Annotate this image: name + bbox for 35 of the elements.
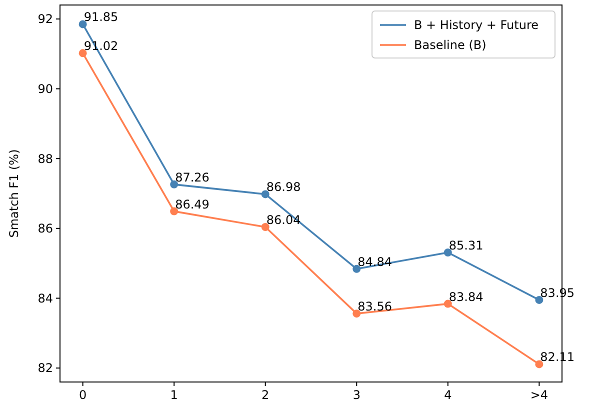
data-label: 83.56 <box>358 300 392 314</box>
y-tick-label: 88 <box>38 152 53 166</box>
point <box>444 248 452 256</box>
data-label: 91.85 <box>84 10 118 24</box>
y-tick-label: 82 <box>38 361 53 376</box>
point <box>535 296 544 304</box>
data-label: 86.49 <box>175 197 210 212</box>
point <box>352 264 361 273</box>
point <box>444 300 452 308</box>
data-label: 87.26 <box>175 170 210 184</box>
point <box>78 49 87 58</box>
legend-label: B + History + Future <box>414 18 539 32</box>
y-axis-title: Smatch F1 (%) <box>7 149 21 238</box>
data-label: 85.31 <box>448 238 484 252</box>
point <box>261 190 270 198</box>
data-label: 86.98 <box>266 180 301 194</box>
point <box>535 360 544 368</box>
x-tick-label: 0 <box>79 388 87 402</box>
x-tick-label: >4 <box>530 388 548 402</box>
y-tick-label: 84 <box>38 291 53 306</box>
x-tick-label: 2 <box>262 388 270 402</box>
x-tick-label: 3 <box>352 388 360 402</box>
legend-label: Baseline (B) <box>414 38 486 52</box>
y-tick-label: 90 <box>38 82 53 96</box>
x-tick-label: 1 <box>170 388 178 402</box>
point <box>261 223 270 232</box>
point <box>170 207 178 216</box>
point <box>170 180 178 188</box>
data-label: 84.84 <box>358 254 392 269</box>
point <box>78 20 87 28</box>
data-label: 83.84 <box>448 290 484 304</box>
x-tick-label: 4 <box>444 388 452 402</box>
y-tick-label: 86 <box>38 222 53 236</box>
point <box>352 310 361 318</box>
y-tick-label: 92 <box>38 12 53 26</box>
